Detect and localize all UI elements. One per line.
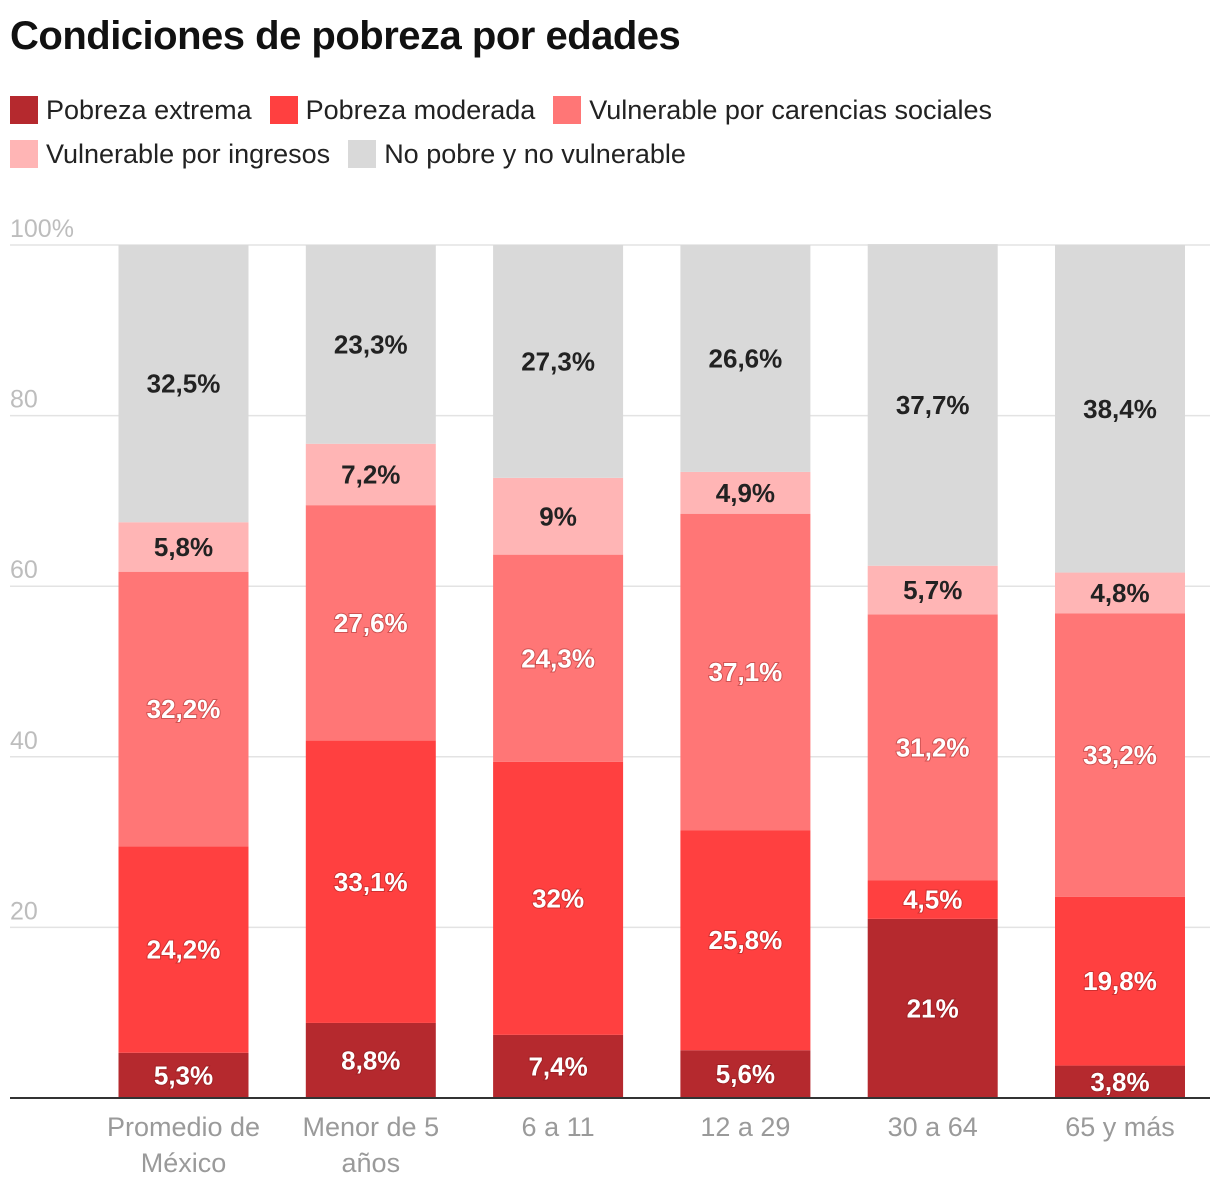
y-tick-label: 80 bbox=[10, 386, 38, 414]
legend-swatch bbox=[553, 96, 582, 124]
data-label: 3,8% bbox=[1090, 1067, 1149, 1097]
y-tick-label: 20 bbox=[10, 897, 38, 925]
data-label: 21% bbox=[907, 993, 959, 1023]
bar-segment bbox=[680, 1050, 811, 1098]
x-tick-label: Promedio de bbox=[107, 1112, 260, 1142]
data-label: 5,6% bbox=[716, 1059, 775, 1089]
bar-segment bbox=[118, 846, 249, 1053]
data-label: 5,3% bbox=[154, 1060, 213, 1090]
bar-segment bbox=[1055, 613, 1185, 897]
bar-segment bbox=[867, 614, 998, 881]
x-tick-label: México bbox=[141, 1148, 227, 1178]
data-label: 37,7% bbox=[896, 390, 970, 420]
bar-segment bbox=[305, 740, 436, 1023]
data-label: 27,3% bbox=[521, 346, 595, 376]
data-label: 5,7% bbox=[903, 575, 962, 605]
legend: Pobreza extrema Pobreza moderada Vulnera… bbox=[10, 88, 1210, 176]
x-tick-label: 65 y más bbox=[1065, 1112, 1175, 1142]
data-label: 7,4% bbox=[528, 1051, 587, 1081]
data-label: 4,9% bbox=[716, 478, 775, 508]
bar-segment bbox=[1055, 245, 1185, 573]
legend-label: Vulnerable por ingresos bbox=[46, 138, 331, 169]
bar-segment bbox=[118, 571, 249, 847]
bar-segment bbox=[493, 1034, 624, 1098]
bar-segment bbox=[118, 245, 249, 523]
legend-item-pobreza-moderada: Pobreza moderada bbox=[269, 94, 536, 126]
bar-segment bbox=[680, 513, 811, 831]
legend-row-1: Pobreza extrema Pobreza moderada Vulnera… bbox=[10, 88, 1210, 132]
data-label: 37,1% bbox=[709, 657, 783, 687]
bar-segment bbox=[680, 830, 811, 1051]
data-label: 26,6% bbox=[709, 343, 783, 373]
bar-segment bbox=[305, 245, 436, 444]
bar-segment bbox=[680, 245, 811, 472]
x-tick-label: 12 a 29 bbox=[700, 1112, 790, 1142]
legend-item-pobreza-extrema: Pobreza extrema bbox=[10, 95, 252, 126]
bar-segment bbox=[1055, 1065, 1185, 1098]
data-label: 8,8% bbox=[341, 1045, 400, 1075]
bar-segment bbox=[493, 245, 624, 478]
y-tick-label: 100% bbox=[10, 215, 74, 243]
data-label: 32,2% bbox=[147, 694, 221, 724]
data-label: 31,2% bbox=[896, 732, 970, 762]
bar-segment bbox=[305, 505, 436, 741]
legend-row-2: Vulnerable por ingresos No pobre y no vu… bbox=[10, 132, 1210, 176]
legend-item-vulnerable-ingresos: Vulnerable por ingresos bbox=[10, 139, 330, 170]
data-label: 9% bbox=[539, 501, 577, 531]
bar-segment bbox=[680, 471, 811, 514]
bar-segment bbox=[867, 244, 998, 566]
legend-label: Vulnerable por carencias sociales bbox=[589, 94, 992, 125]
data-label: 7,2% bbox=[341, 459, 400, 489]
data-label: 38,4% bbox=[1083, 394, 1157, 424]
data-label: 25,8% bbox=[709, 925, 783, 955]
bar-segment bbox=[867, 918, 998, 1098]
data-label: 19,8% bbox=[1083, 966, 1157, 996]
data-label: 5,8% bbox=[154, 532, 213, 562]
x-tick-label: 30 a 64 bbox=[888, 1112, 978, 1142]
y-tick-label: 60 bbox=[10, 556, 38, 584]
bar-segment bbox=[867, 880, 998, 919]
bar-segment bbox=[305, 443, 436, 506]
data-label: 32,5% bbox=[147, 369, 221, 399]
bar-segment bbox=[493, 761, 624, 1035]
x-tick-label: Menor de 5 bbox=[303, 1112, 440, 1142]
legend-label: Pobreza moderada bbox=[305, 94, 536, 125]
data-label: 4,8% bbox=[1090, 578, 1149, 608]
data-label: 23,3% bbox=[334, 329, 408, 359]
x-tick-label: años bbox=[342, 1148, 401, 1178]
data-label: 27,6% bbox=[334, 608, 408, 638]
x-tick-label: 6 a 11 bbox=[522, 1112, 595, 1142]
bar-segment bbox=[493, 554, 624, 762]
chart-title: Condiciones de pobreza por edades bbox=[10, 14, 681, 58]
legend-swatch bbox=[10, 96, 38, 124]
legend-swatch bbox=[10, 140, 38, 168]
legend-swatch bbox=[269, 96, 298, 124]
data-label: 4,5% bbox=[903, 885, 962, 915]
bar-segment bbox=[305, 1022, 436, 1098]
y-tick-label: 40 bbox=[10, 727, 38, 755]
bar-segment bbox=[118, 1052, 249, 1098]
data-label: 33,2% bbox=[1083, 740, 1157, 770]
data-label: 33,1% bbox=[334, 867, 408, 897]
data-label: 24,2% bbox=[147, 935, 221, 965]
legend-label: Pobreza extrema bbox=[46, 94, 252, 125]
legend-swatch bbox=[348, 140, 377, 168]
data-label: 32% bbox=[532, 883, 584, 913]
bar-segment bbox=[1055, 572, 1185, 614]
bar-segment bbox=[867, 565, 998, 615]
legend-label: No pobre y no vulnerable bbox=[384, 138, 686, 169]
bar-segment bbox=[493, 477, 624, 555]
bar-segment bbox=[118, 522, 249, 572]
data-label: 24,3% bbox=[521, 643, 595, 673]
legend-item-vulnerable-carencias: Vulnerable por carencias sociales bbox=[553, 95, 992, 126]
bar-segment bbox=[1055, 896, 1185, 1066]
legend-item-no-pobre: No pobre y no vulnerable bbox=[348, 139, 686, 170]
